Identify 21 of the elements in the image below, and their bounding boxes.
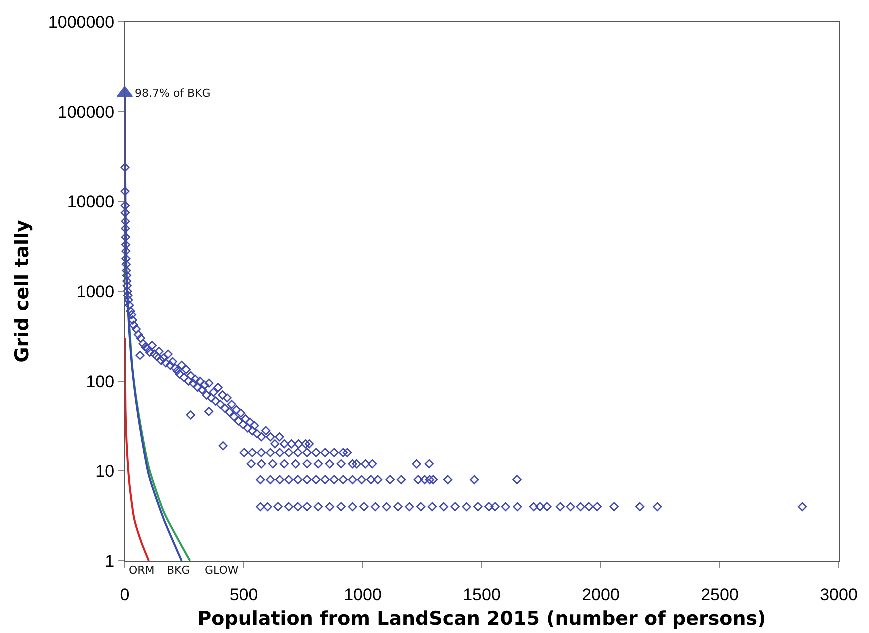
- x-tick-label: 1500: [463, 585, 501, 604]
- y-tick-label: 1000: [76, 282, 115, 302]
- text: BKG: [167, 564, 190, 577]
- y-tick-label: 100: [86, 372, 115, 392]
- y-tick-label: 1000000: [48, 12, 115, 32]
- text: ORM: [129, 564, 155, 577]
- x-tick-label: 0: [120, 585, 130, 604]
- y-tick-label: 10000: [67, 192, 115, 212]
- y-tick-label: 100000: [58, 102, 115, 122]
- x-tick-label: 2000: [582, 585, 620, 604]
- y-tick-label: 1: [105, 552, 115, 571]
- y-tick-label: 10: [96, 462, 115, 482]
- x-tick-label: 500: [230, 585, 258, 604]
- annotation: 98.7% of BKG: [135, 87, 211, 100]
- x-tick-label: 1000: [344, 585, 382, 604]
- y-axis-title: Grid cell tally: [11, 219, 34, 363]
- x-tick-label: 3000: [820, 585, 858, 604]
- line-series: [125, 337, 150, 561]
- text: GLOW: [205, 564, 239, 577]
- x-tick-label: 2500: [701, 585, 739, 604]
- x-axis-title: Population from LandScan 2015 (number of persons): [198, 608, 766, 630]
